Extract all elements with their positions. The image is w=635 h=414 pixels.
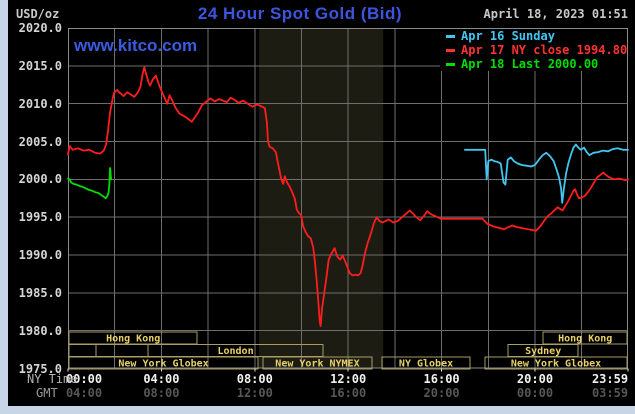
session-label: London [217,346,253,357]
session-label: Hong Kong [558,334,612,345]
session-box [542,331,628,345]
legend-dash-green-icon [446,63,455,66]
chart-datetime: April 18, 2023 01:51 [483,7,629,21]
legend-dash-cyan-icon [446,35,455,38]
session-label: New York NYMEX [275,359,359,370]
legend-label: Apr 17 NY close 1994.80 [461,43,628,57]
x-tick-label-gmt: 12:00 [236,386,273,400]
legend-backdrop [440,29,627,71]
plot-border [68,28,628,369]
session-box [381,356,471,370]
y-tick-label: 1985.0 [18,285,62,300]
x-tick-label-ny: 16:00 [423,372,460,386]
legend-dash-red-icon [446,49,455,52]
session-box [68,344,97,357]
session-box [68,356,259,370]
series-line-apr-17-ny-close-1994-80 [67,66,629,328]
y-tick-label: 2020.0 [18,21,62,35]
x-tick-label-ny: 12:00 [330,372,367,386]
session-box [484,356,628,370]
session-box [95,344,149,357]
session-label: Sydney [525,346,561,357]
series-line-apr-16-sunday [463,143,629,204]
x-tick-label-gmt: 00:00 [516,386,554,400]
y-tick-label: 2000.0 [18,172,62,187]
legend-item-apr18: Apr 18 Last 2000.00 [446,57,627,71]
legend-item-apr16: Apr 16 Sunday [446,29,627,43]
legend-label: Apr 16 Sunday [461,29,555,43]
y-axis-unit-label: USD/oz [16,7,60,21]
session-label: Hong Kong [106,334,160,345]
legend-item-apr17: Apr 17 NY close 1994.80 [446,43,627,57]
legend-label: Apr 18 Last 2000.00 [461,57,599,71]
x-tick-label-gmt: 08:00 [143,386,180,400]
y-tick-label: 1975.0 [18,361,62,376]
y-tick-label: 1990.0 [18,248,62,262]
kitco-watermark: www.kitco.com [74,36,198,55]
y-tick-label: 1995.0 [18,210,62,225]
x-tick-label-ny: 20:00 [516,372,554,386]
x-tick-label-gmt: 20:00 [423,386,460,400]
y-tick-label: 2010.0 [18,96,62,111]
x-axis-ny-name: NY Time [27,372,78,386]
x-tick-label-gmt: 16:00 [330,386,367,400]
session-label: New York Globex [511,359,601,370]
chart-legend: Apr 16 Sunday Apr 17 NY close 1994.80 Ap… [446,29,627,71]
x-tick-label-gmt: 04:00 [65,386,103,400]
x-axis-gmt-name: GMT [36,386,58,400]
y-tick-label: 2015.0 [18,58,62,73]
x-tick-label-ny: 23:59 [591,372,629,386]
session-label: New York Globex [118,359,208,370]
series-line-apr-18-last-2000-00 [67,167,113,200]
session-box [262,356,373,370]
y-tick-label: 1980.0 [18,323,62,338]
session-label: NY Globex [399,359,453,370]
x-tick-label-ny: 04:00 [143,372,180,386]
x-tick-label-ny: 08:00 [236,372,273,386]
chart-title: 24 Hour Spot Gold (Bid) [197,4,403,23]
y-tick-label: 2005.0 [18,134,62,149]
x-tick-label-ny: 00:00 [65,372,103,386]
x-tick-label-gmt: 03:59 [591,386,629,400]
